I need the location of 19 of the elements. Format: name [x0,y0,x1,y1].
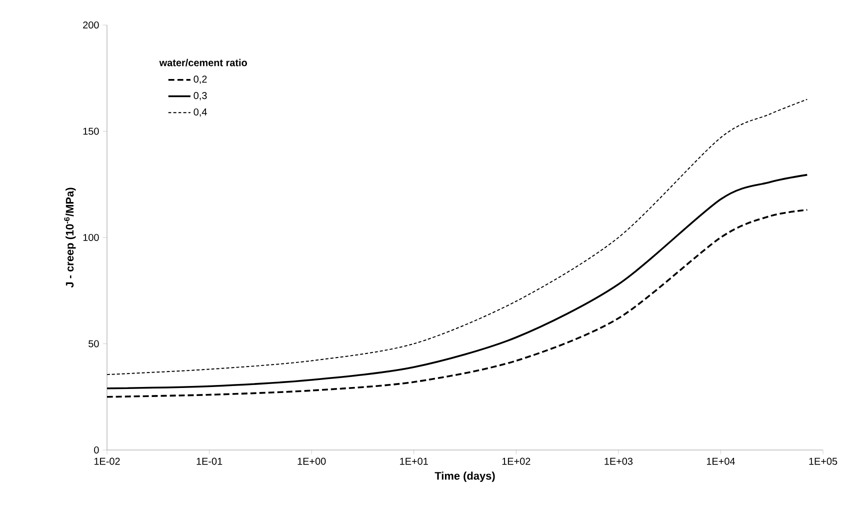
x-tick-label: 1E-01 [196,458,222,465]
x-tick-label: 1E+04 [706,458,735,465]
x-tick-label: 1E+01 [400,458,428,465]
y-tick-label: 150 [83,128,99,135]
y-tick-label: 100 [83,234,99,242]
legend-label: 0,4 [194,108,207,117]
legend-label: 0,3 [194,92,207,100]
y-tick-label: 0 [94,446,99,454]
x-tick-label: 1E-02 [94,458,120,465]
y-axis-title: J - creep (10$^{-6}$/MPa) [64,188,76,288]
y-tick-label: 200 [83,21,99,29]
legend-title: water/cement ratio [159,58,247,66]
legend-label: 0,2 [194,76,207,84]
x-tick-label: 1E+03 [604,458,633,465]
x-tick-label: 1E+00 [298,458,326,465]
y-tick-label: 50 [88,340,99,348]
x-axis-title: Time (days) [434,472,495,482]
x-tick-label: 1E+05 [809,458,838,465]
x-tick-label: 1E+02 [502,458,530,465]
